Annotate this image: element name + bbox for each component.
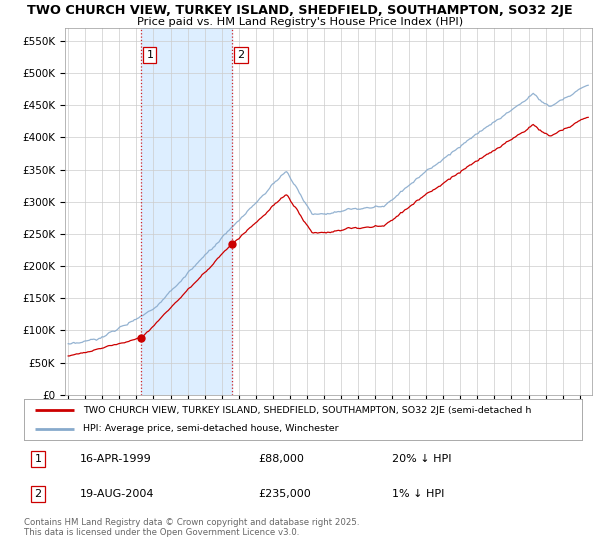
- Text: 1: 1: [34, 454, 41, 464]
- Text: TWO CHURCH VIEW, TURKEY ISLAND, SHEDFIELD, SOUTHAMPTON, SO32 2JE (semi-detached : TWO CHURCH VIEW, TURKEY ISLAND, SHEDFIEL…: [83, 405, 531, 414]
- Text: TWO CHURCH VIEW, TURKEY ISLAND, SHEDFIELD, SOUTHAMPTON, SO32 2JE: TWO CHURCH VIEW, TURKEY ISLAND, SHEDFIEL…: [27, 4, 573, 17]
- Text: 16-APR-1999: 16-APR-1999: [80, 454, 152, 464]
- Text: 19-AUG-2004: 19-AUG-2004: [80, 489, 154, 499]
- Text: £88,000: £88,000: [259, 454, 304, 464]
- Text: 1: 1: [146, 50, 154, 60]
- Text: £235,000: £235,000: [259, 489, 311, 499]
- Bar: [142, 28, 232, 395]
- Text: 1% ↓ HPI: 1% ↓ HPI: [392, 489, 445, 499]
- Text: 2: 2: [34, 489, 41, 499]
- Text: HPI: Average price, semi-detached house, Winchester: HPI: Average price, semi-detached house,…: [83, 424, 338, 433]
- Text: Contains HM Land Registry data © Crown copyright and database right 2025.
This d: Contains HM Land Registry data © Crown c…: [24, 518, 359, 538]
- Text: 20% ↓ HPI: 20% ↓ HPI: [392, 454, 452, 464]
- Text: Price paid vs. HM Land Registry's House Price Index (HPI): Price paid vs. HM Land Registry's House …: [137, 17, 463, 27]
- Text: 2: 2: [238, 50, 244, 60]
